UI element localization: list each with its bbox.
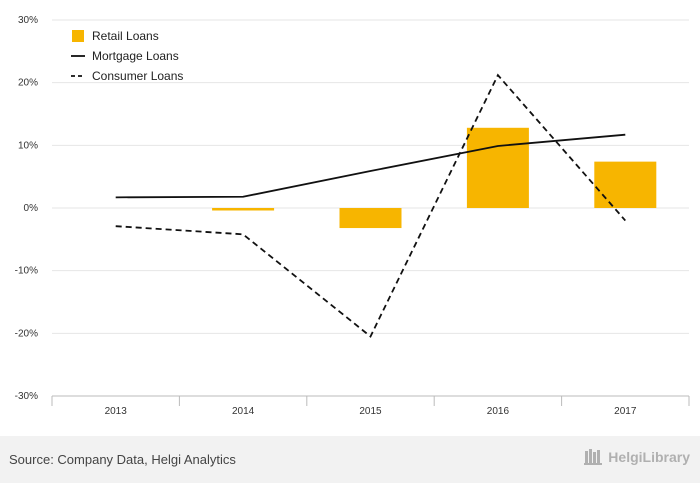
brand-logo[interactable]: HelgiLibrary <box>584 448 690 466</box>
bar-2014 <box>212 208 275 211</box>
y-tick-label: -10% <box>15 266 38 277</box>
footer-bar <box>0 436 700 483</box>
bar-2015 <box>339 208 402 229</box>
legend: Retail Loans Mortgage Loans Consumer Loans <box>71 29 183 83</box>
legend-label: Retail Loans <box>92 29 159 43</box>
x-tick-label: 2013 <box>105 406 128 417</box>
y-tick-label: 20% <box>18 78 38 89</box>
bar-2017 <box>594 161 657 208</box>
y-tick-label: 0% <box>24 203 39 214</box>
bar-2016 <box>466 127 529 208</box>
brand-name: HelgiLibrary <box>608 449 690 465</box>
gridlines <box>52 19 689 397</box>
y-tick-label: 10% <box>18 140 38 151</box>
x-tick-label: 2014 <box>232 406 255 417</box>
line-series <box>115 73 626 338</box>
library-icon <box>584 449 603 465</box>
x-tick-label: 2016 <box>487 406 510 417</box>
y-tick-label: 30% <box>18 15 38 26</box>
line-consumer-loans <box>115 73 626 338</box>
x-tick-label: 2017 <box>614 406 637 417</box>
y-tick-label: -30% <box>15 391 38 402</box>
line-mortgage-loans <box>115 133 626 199</box>
y-tick-label: -20% <box>15 328 38 339</box>
x-tick-label: 2015 <box>359 406 382 417</box>
legend-label: Consumer Loans <box>92 69 183 83</box>
chart: 30% 20% 10% 0% -10% -20% -30% 2013 2014 2015 2016… <box>15 15 690 417</box>
legend-swatch <box>72 30 84 42</box>
x-axis: 2013 2014 2015 2016 2017 <box>51 396 690 417</box>
y-axis-labels: 30% 20% 10% 0% -10% -20% -30% <box>15 15 38 402</box>
legend-label: Mortgage Loans <box>92 49 179 63</box>
bar-series <box>212 127 657 229</box>
source-note: Source: Company Data, Helgi Analytics <box>9 452 236 467</box>
